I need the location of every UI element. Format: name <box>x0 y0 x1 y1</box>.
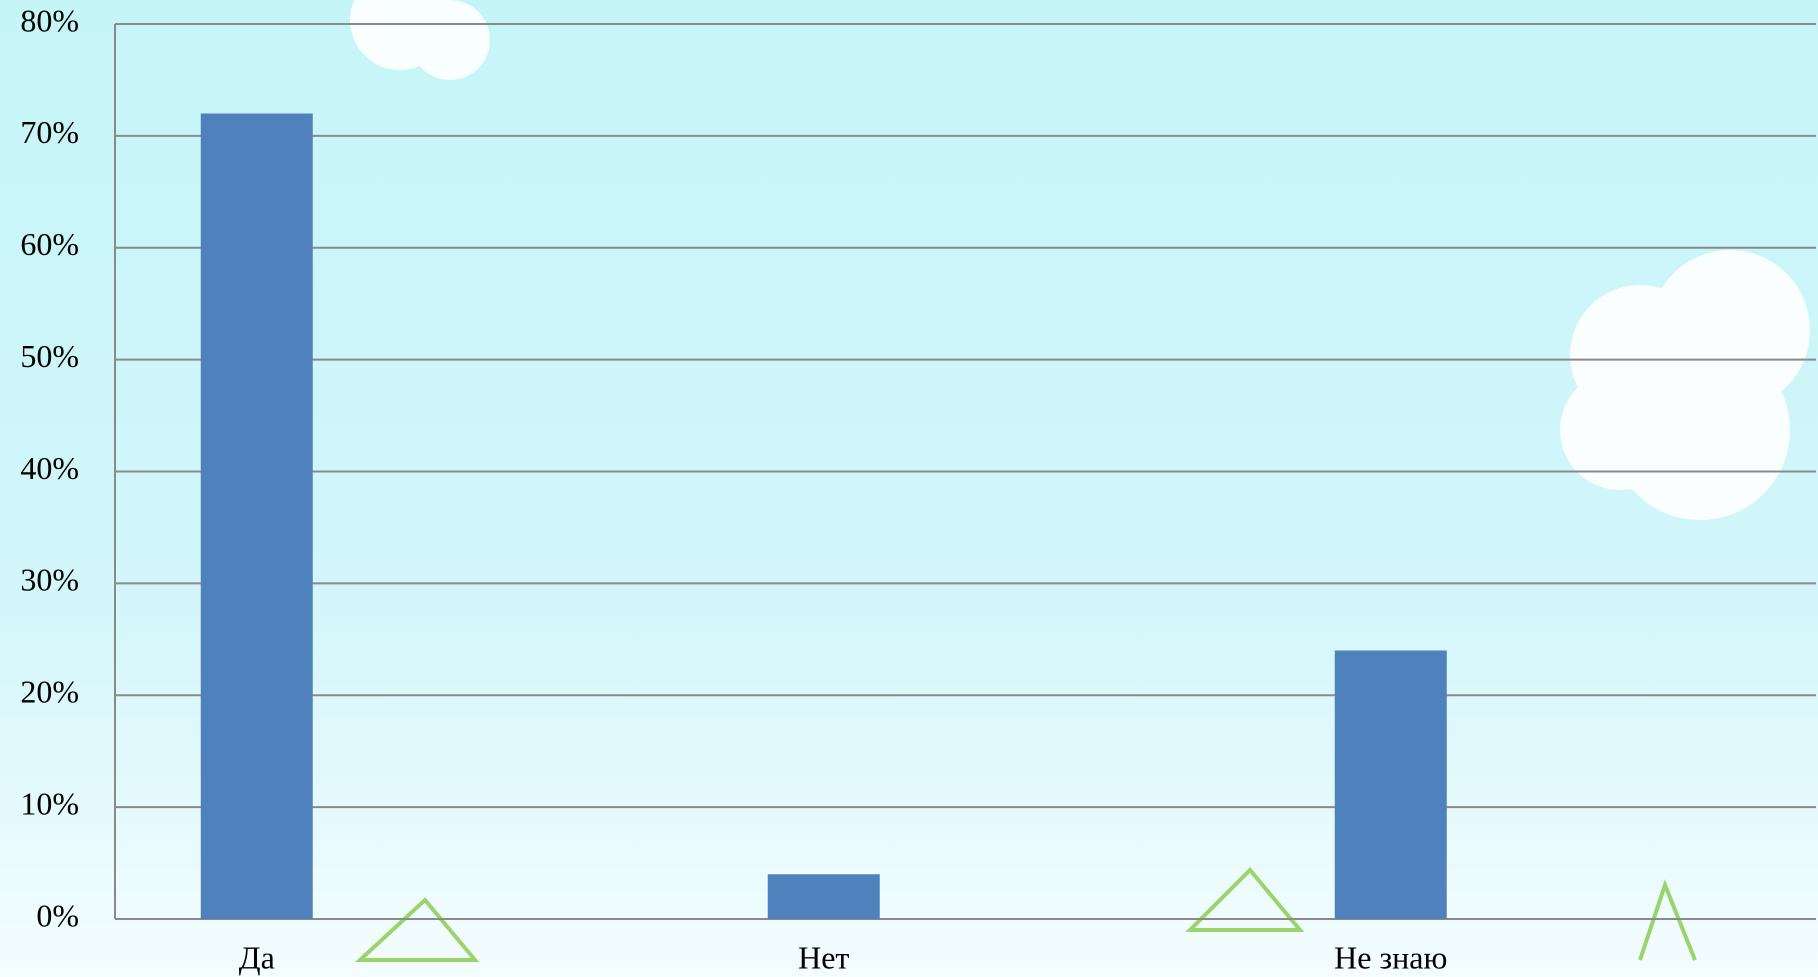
x-tick-label: Да <box>239 939 275 975</box>
x-tick-label: Не знаю <box>1334 939 1447 975</box>
bar <box>1334 650 1447 919</box>
cloud <box>350 0 1810 520</box>
house-doodles <box>354 867 1697 962</box>
y-tick-label: 80% <box>20 2 79 38</box>
y-tick-label: 10% <box>20 785 79 821</box>
y-tick-label: 30% <box>20 562 79 598</box>
y-tick-label: 20% <box>20 674 79 710</box>
x-tick-label: Нет <box>798 939 849 975</box>
y-tick-label: 40% <box>20 450 79 486</box>
y-tick-label: 50% <box>20 338 79 374</box>
y-tick-label: 60% <box>20 226 79 262</box>
y-tick-label: 70% <box>20 114 79 150</box>
y-tick-label: 0% <box>36 897 79 933</box>
bar <box>200 113 313 919</box>
bar <box>767 874 880 919</box>
